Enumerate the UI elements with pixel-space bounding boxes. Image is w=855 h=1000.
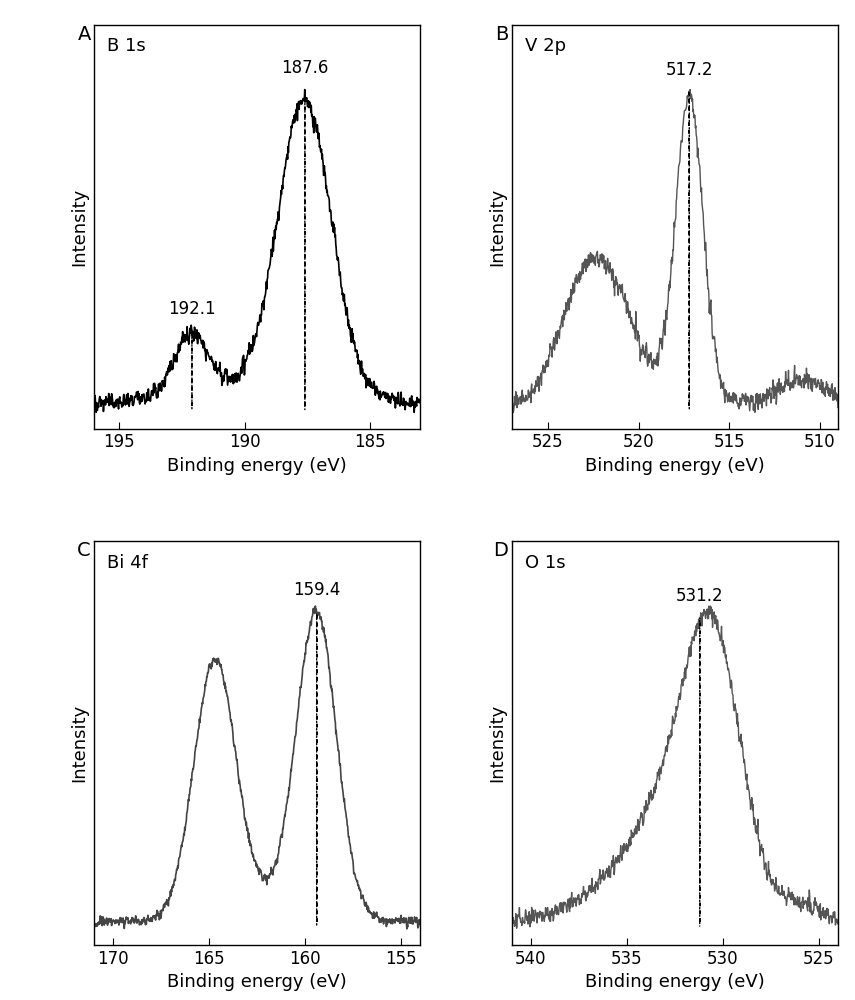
X-axis label: Binding energy (eV): Binding energy (eV) [168,973,347,991]
Text: C: C [77,541,91,560]
Text: V 2p: V 2p [525,37,566,55]
Text: O 1s: O 1s [525,554,565,572]
X-axis label: Binding energy (eV): Binding energy (eV) [585,457,764,475]
Text: 517.2: 517.2 [665,61,713,79]
Text: 531.2: 531.2 [676,587,723,605]
Text: A: A [78,25,91,44]
Text: 159.4: 159.4 [293,581,340,599]
Y-axis label: Intensity: Intensity [488,704,506,782]
Text: 192.1: 192.1 [168,300,215,318]
X-axis label: Binding energy (eV): Binding energy (eV) [168,457,347,475]
Text: 187.6: 187.6 [281,59,328,77]
X-axis label: Binding energy (eV): Binding energy (eV) [585,973,764,991]
Text: Bi 4f: Bi 4f [107,554,148,572]
Text: B: B [495,25,509,44]
Text: D: D [493,541,509,560]
Text: B 1s: B 1s [107,37,146,55]
Y-axis label: Intensity: Intensity [70,188,89,266]
Y-axis label: Intensity: Intensity [70,704,89,782]
Y-axis label: Intensity: Intensity [488,188,506,266]
